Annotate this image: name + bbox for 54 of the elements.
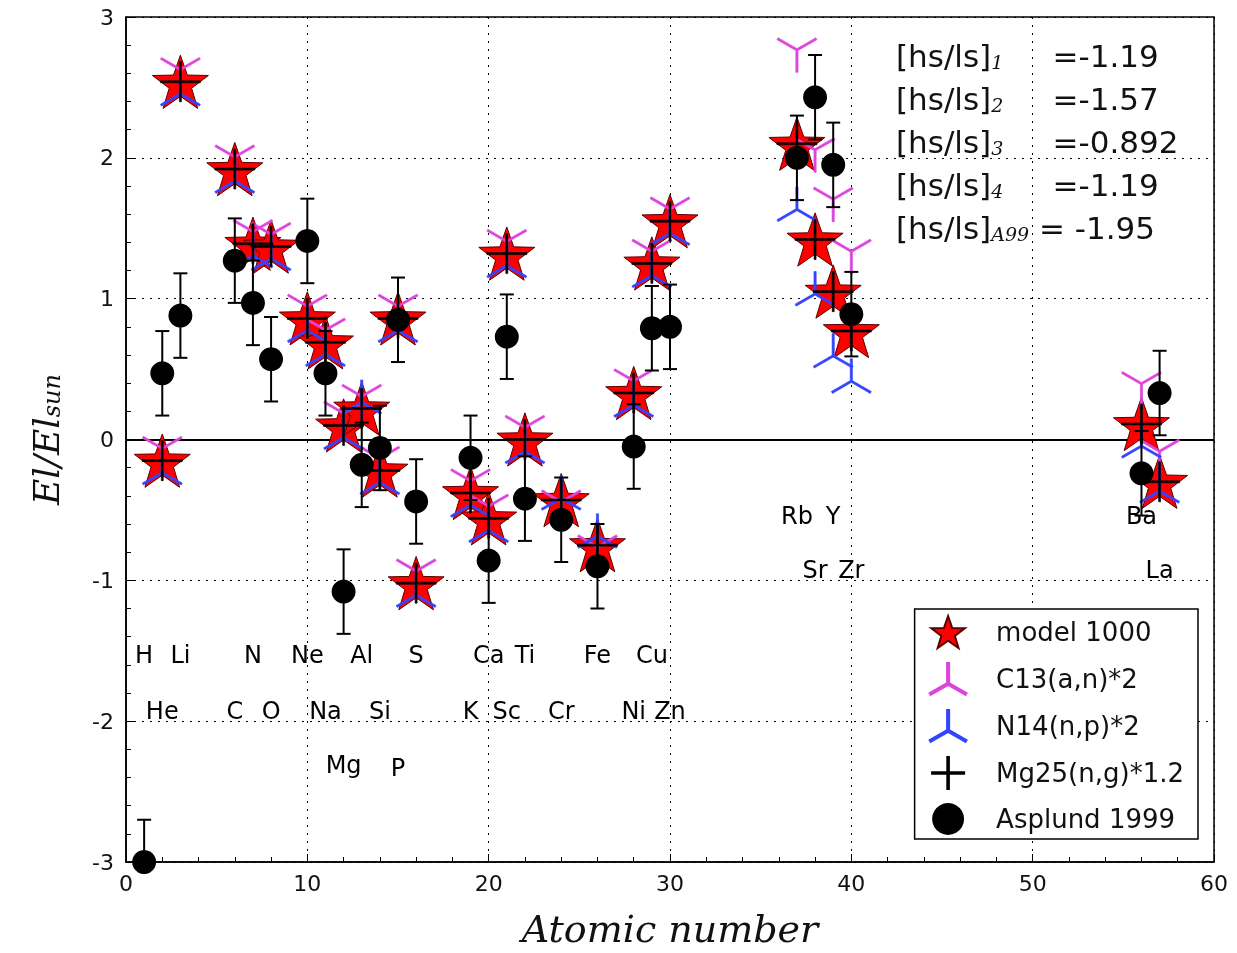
legend-label: Mg25(n,g)*1.2 bbox=[996, 758, 1184, 788]
annotation: Cr bbox=[547, 697, 575, 726]
text: [hs/ls]4 =-1.19 bbox=[896, 166, 1159, 203]
annotation: K bbox=[462, 697, 480, 726]
legend-label: model 1000 bbox=[996, 617, 1152, 647]
y-tick-label: -3 bbox=[92, 849, 114, 875]
annotation: He bbox=[145, 697, 179, 726]
annotation: O bbox=[261, 697, 281, 726]
annotation: Rb bbox=[780, 501, 813, 530]
annotation: Sc bbox=[492, 697, 522, 726]
y-axis-title: El/Elsun bbox=[25, 374, 67, 506]
annotation: Ne bbox=[290, 640, 324, 669]
annotation: Ti bbox=[513, 640, 536, 669]
annotation: Y bbox=[824, 501, 841, 530]
annotation: Ni bbox=[621, 697, 647, 726]
annotation: Zr bbox=[838, 556, 865, 585]
annotation: Ca bbox=[472, 640, 505, 669]
annotation: Ba bbox=[1125, 501, 1158, 530]
legend-label: Asplund 1999 bbox=[996, 804, 1176, 834]
annotation: Zn bbox=[654, 697, 686, 726]
x-tick-label: 40 bbox=[837, 870, 866, 896]
x-tick-label: 10 bbox=[293, 870, 322, 896]
legend-label: C13(a,n)*2 bbox=[996, 664, 1138, 694]
annotation: Cu bbox=[635, 640, 668, 669]
annotation: Al bbox=[350, 640, 374, 669]
x-tick-label: 50 bbox=[1018, 870, 1047, 896]
text: [hs/ls]2 =-1.57 bbox=[896, 80, 1159, 117]
annotation: Si bbox=[368, 697, 391, 726]
annotation: Sr bbox=[802, 556, 828, 585]
y-tick-label: 3 bbox=[100, 4, 114, 30]
y-tick-label: 0 bbox=[100, 427, 114, 452]
x-tick-label: 20 bbox=[474, 870, 503, 896]
annotation: S bbox=[408, 640, 424, 669]
y-tick-label: 2 bbox=[100, 145, 114, 171]
annotation: H bbox=[135, 640, 154, 669]
annotation: C bbox=[226, 697, 244, 726]
x-axis-title: Atomic number bbox=[518, 907, 822, 951]
text: [hs/ls]3 =-0.892 bbox=[896, 123, 1179, 160]
annotation: N bbox=[243, 640, 262, 669]
annotation: Mg bbox=[325, 750, 362, 779]
annotation: Na bbox=[309, 697, 342, 726]
y-tick-label: -1 bbox=[92, 567, 114, 593]
x-tick-label: 0 bbox=[119, 870, 133, 896]
annotation: Li bbox=[170, 640, 191, 669]
legend-label: N14(n,p)*2 bbox=[996, 711, 1140, 741]
y-tick-label: -2 bbox=[92, 708, 114, 734]
text: [hs/ls]1 =-1.19 bbox=[896, 37, 1159, 74]
annotation: Fe bbox=[583, 640, 612, 669]
annotation: P bbox=[390, 753, 406, 782]
annotation: [hs/ls]A99 = -1.95 bbox=[896, 209, 1155, 246]
annotation: La bbox=[1145, 556, 1174, 585]
x-tick-label: 60 bbox=[1200, 870, 1228, 896]
y-tick-label: 1 bbox=[100, 286, 114, 312]
x-tick-label: 30 bbox=[656, 870, 684, 896]
